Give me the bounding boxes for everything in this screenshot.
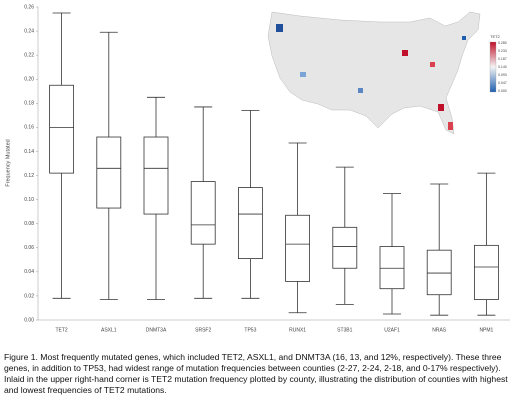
box [190,181,216,245]
y-axis-label: Frequency Mutated [5,139,11,186]
x-tick-label: U2AF1 [384,327,400,333]
county-spot [462,36,466,40]
map-legend-label: 0.280 [498,41,507,45]
y-tick-label: 0.20 [24,77,34,83]
x-tick-label: NPM1 [479,327,493,333]
y-tick-label: 0.24 [24,28,34,34]
box [285,214,311,282]
box [96,136,122,209]
y-tick-label: 0.06 [24,245,34,251]
county-spot [448,122,453,130]
y-tick-label: 0.14 [24,149,34,155]
x-tick-label: SRSF2 [195,327,211,333]
us-map [267,11,481,135]
box [332,226,358,269]
y-tick-label: 0.26 [24,4,34,10]
box [473,244,499,300]
map-legend-label: 0.093 [498,73,507,77]
county-spot [402,50,408,56]
y-tick-label: 0.22 [24,52,34,58]
x-tick-label: RUNX1 [289,327,306,333]
x-tick-label: TP53 [244,327,256,333]
box [237,187,263,260]
box [143,136,169,215]
map-legend-label: 0.000 [498,89,507,93]
y-tick-label: 0.04 [24,269,34,275]
county-spot [300,72,306,77]
box [426,249,452,296]
x-tick-label: TET2 [55,327,67,333]
county-spot [358,88,363,93]
inset-map: TET2 [267,11,501,135]
x-tick-label: DNMT3A [146,327,167,333]
county-spot [438,104,444,111]
map-legend-label: 0.233 [498,49,507,53]
y-tick-label: 0.10 [24,197,34,203]
county-spot [276,24,283,32]
y-tick-label: 0.02 [24,293,34,299]
box [49,84,74,174]
map-legend-label: 0.187 [498,57,507,61]
y-tick-label: 0.18 [24,101,34,107]
x-tick-label: NRAS [432,327,447,333]
x-tick-label: ST3B1 [337,327,353,333]
x-tick-label: ASXL1 [101,327,117,333]
y-tick-label: 0.00 [24,317,34,323]
y-tick-label: 0.12 [24,173,34,179]
y-tick-label: 0.16 [24,125,34,131]
map-legend-bar [489,41,497,93]
county-spot [430,62,435,67]
chart: TET2 Frequency Mutated 0.00 0.02 0.04 0.06 0… [5,4,510,333]
map-legend-title: TET2 [490,34,501,39]
map-legend-label: 0.140 [498,65,507,69]
caption: Figure 1. Most frequently mutated genes,… [4,352,508,395]
box [379,246,405,290]
map-legend-label: 0.047 [498,81,507,85]
y-tick-label: 0.08 [24,221,34,227]
